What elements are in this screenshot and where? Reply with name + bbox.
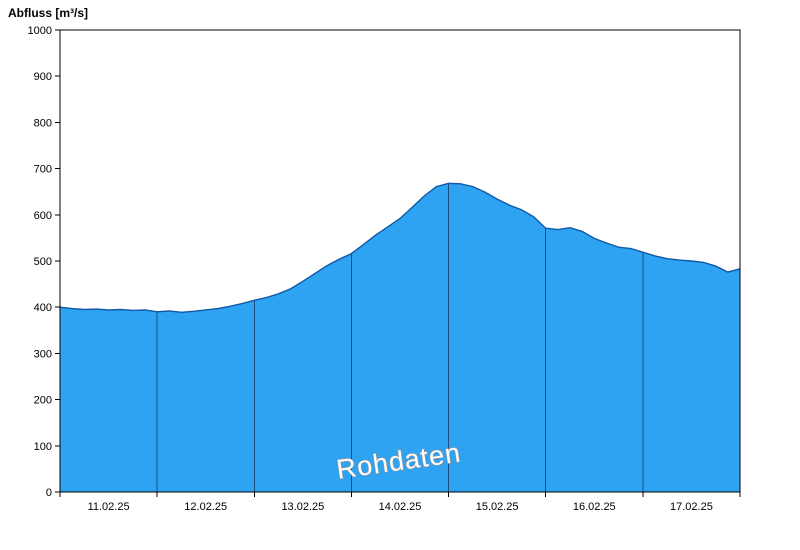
discharge-area xyxy=(60,183,740,492)
y-tick-label: 900 xyxy=(34,71,52,83)
x-tick-label: 17.02.25 xyxy=(670,501,713,513)
x-tick-label: 13.02.25 xyxy=(281,501,324,513)
y-tick-label: 800 xyxy=(34,117,52,129)
y-tick-label: 300 xyxy=(34,348,52,360)
y-tick-label: 1000 xyxy=(28,25,52,37)
y-tick-label: 200 xyxy=(34,395,52,407)
y-tick-label: 500 xyxy=(34,256,52,268)
y-tick-label: 0 xyxy=(46,487,52,499)
x-tick-label: 11.02.25 xyxy=(88,501,130,513)
y-tick-label: 700 xyxy=(34,164,52,176)
x-tick-label: 14.02.25 xyxy=(379,501,422,513)
chart-title: Abfluss [m³/s] xyxy=(8,6,89,20)
y-tick-label: 400 xyxy=(34,302,52,314)
discharge-line xyxy=(59,182,741,313)
x-tick-label: 16.02.25 xyxy=(573,501,616,513)
x-tick-label: 15.02.25 xyxy=(476,501,519,513)
y-tick-label: 600 xyxy=(34,210,52,222)
x-tick-label: 12.02.25 xyxy=(184,501,227,513)
y-tick-label: 100 xyxy=(34,441,52,453)
